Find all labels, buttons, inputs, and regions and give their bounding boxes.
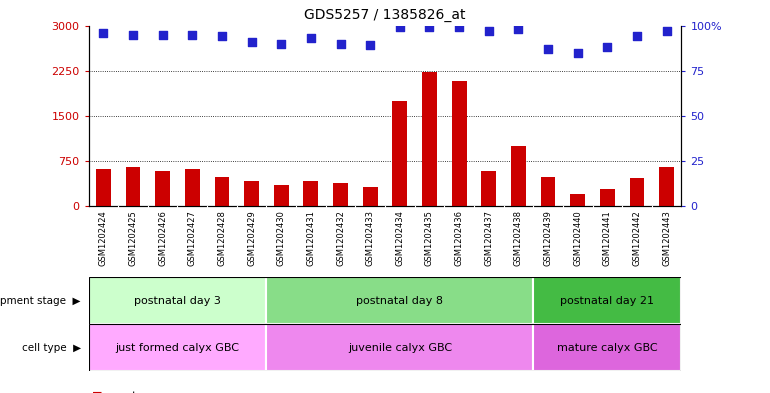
Bar: [452, 81, 467, 206]
Bar: [481, 171, 496, 206]
Bar: [630, 178, 644, 206]
Bar: [600, 189, 614, 206]
Text: cell type  ▶: cell type ▶: [22, 343, 81, 353]
Bar: [156, 171, 170, 206]
Point: [661, 28, 673, 34]
Text: GSM1202435: GSM1202435: [425, 210, 434, 266]
Text: GSM1202425: GSM1202425: [129, 210, 138, 266]
Text: GSM1202440: GSM1202440: [573, 210, 582, 266]
Bar: [185, 169, 199, 206]
Bar: [363, 187, 377, 206]
Text: GSM1202424: GSM1202424: [99, 210, 108, 266]
Point: [393, 24, 406, 31]
Bar: [534, 277, 681, 324]
Bar: [266, 277, 534, 324]
Point: [483, 28, 495, 34]
Bar: [659, 167, 674, 206]
Text: GSM1202441: GSM1202441: [603, 210, 612, 266]
Point: [364, 42, 377, 49]
Bar: [303, 181, 318, 206]
Text: postnatal day 8: postnatal day 8: [357, 296, 444, 306]
Point: [334, 40, 346, 47]
Text: GSM1202438: GSM1202438: [514, 210, 523, 266]
Bar: [333, 184, 348, 206]
Text: postnatal day 3: postnatal day 3: [134, 296, 221, 306]
Bar: [422, 72, 437, 206]
Point: [156, 31, 169, 38]
Text: GSM1202426: GSM1202426: [158, 210, 167, 266]
Text: postnatal day 21: postnatal day 21: [561, 296, 654, 306]
Bar: [96, 169, 111, 206]
Point: [305, 35, 317, 41]
Point: [631, 33, 643, 40]
Bar: [266, 324, 534, 371]
Text: GSM1202436: GSM1202436: [454, 210, 464, 266]
Text: GSM1202433: GSM1202433: [366, 210, 375, 266]
Bar: [393, 101, 407, 206]
Point: [97, 29, 109, 36]
Text: GSM1202428: GSM1202428: [217, 210, 226, 266]
Text: GSM1202432: GSM1202432: [336, 210, 345, 266]
Bar: [89, 324, 266, 371]
Text: GSM1202431: GSM1202431: [306, 210, 316, 266]
Point: [246, 39, 258, 45]
Text: GSM1202442: GSM1202442: [632, 210, 641, 266]
Text: juvenile calyx GBC: juvenile calyx GBC: [348, 343, 452, 353]
Text: GSM1202443: GSM1202443: [662, 210, 671, 266]
Point: [275, 40, 287, 47]
Title: GDS5257 / 1385826_at: GDS5257 / 1385826_at: [304, 8, 466, 22]
Point: [424, 24, 436, 31]
Bar: [571, 194, 585, 206]
Text: GSM1202434: GSM1202434: [395, 210, 404, 266]
Point: [512, 26, 524, 32]
Bar: [274, 185, 289, 206]
Text: count: count: [105, 391, 137, 393]
Point: [453, 24, 465, 31]
Bar: [534, 324, 681, 371]
Bar: [511, 146, 526, 206]
Text: ■: ■: [92, 391, 103, 393]
Text: GSM1202429: GSM1202429: [247, 210, 256, 266]
Text: GSM1202427: GSM1202427: [188, 210, 197, 266]
Point: [542, 46, 554, 52]
Bar: [89, 277, 266, 324]
Point: [216, 33, 228, 40]
Text: mature calyx GBC: mature calyx GBC: [557, 343, 658, 353]
Point: [127, 31, 139, 38]
Text: development stage  ▶: development stage ▶: [0, 296, 81, 306]
Point: [186, 31, 199, 38]
Point: [601, 44, 614, 50]
Bar: [541, 177, 555, 206]
Text: GSM1202437: GSM1202437: [484, 210, 494, 266]
Text: just formed calyx GBC: just formed calyx GBC: [116, 343, 239, 353]
Bar: [215, 177, 229, 206]
Point: [571, 50, 584, 56]
Text: GSM1202430: GSM1202430: [276, 210, 286, 266]
Bar: [126, 167, 140, 206]
Bar: [244, 181, 259, 206]
Text: GSM1202439: GSM1202439: [544, 210, 553, 266]
